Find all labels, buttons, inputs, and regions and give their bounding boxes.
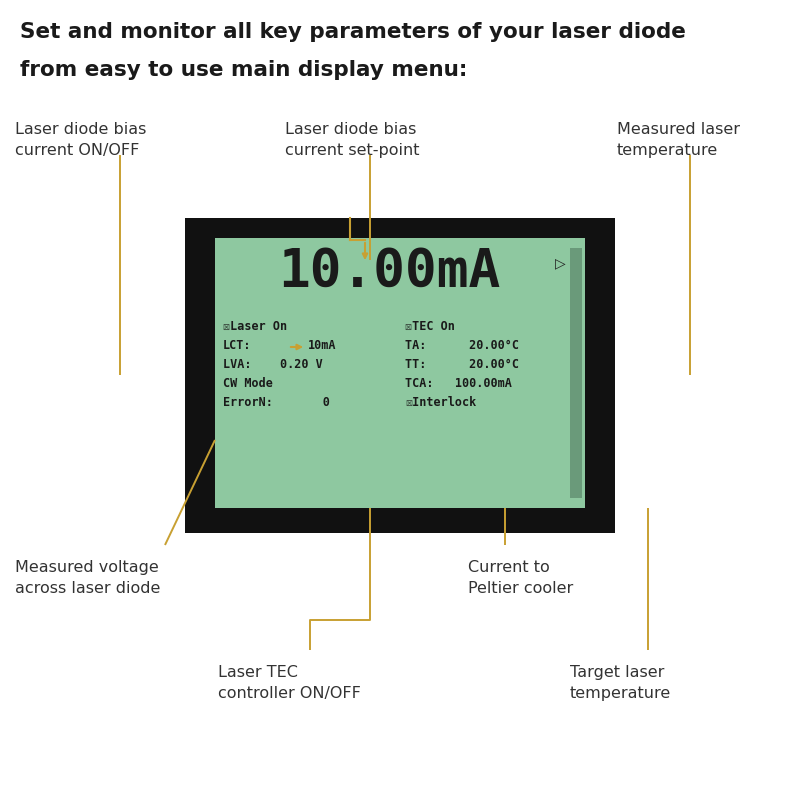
Text: Measured laser
temperature: Measured laser temperature xyxy=(617,122,740,158)
Bar xyxy=(570,248,582,498)
Text: ErrorN:       0: ErrorN: 0 xyxy=(223,396,330,409)
Text: 10.00mA: 10.00mA xyxy=(278,246,500,298)
Text: LVA:    0.20 V: LVA: 0.20 V xyxy=(223,358,322,371)
Text: Measured voltage
across laser diode: Measured voltage across laser diode xyxy=(15,560,160,596)
Text: ☒Interlock: ☒Interlock xyxy=(405,396,476,409)
Text: LCT:: LCT: xyxy=(223,339,251,352)
Text: CW Mode: CW Mode xyxy=(223,377,273,390)
Text: TCA:   100.00mA: TCA: 100.00mA xyxy=(405,377,512,390)
Text: TT:      20.00°C: TT: 20.00°C xyxy=(405,358,519,371)
Text: Set and monitor all key parameters of your laser diode: Set and monitor all key parameters of yo… xyxy=(20,22,686,42)
Text: Current to
Peltier cooler: Current to Peltier cooler xyxy=(468,560,574,596)
Text: Laser TEC
controller ON/OFF: Laser TEC controller ON/OFF xyxy=(218,665,361,701)
Text: ☒Laser On: ☒Laser On xyxy=(223,320,287,333)
Text: 10mA: 10mA xyxy=(308,339,337,352)
Bar xyxy=(215,238,585,508)
Text: Target laser
temperature: Target laser temperature xyxy=(570,665,671,701)
Text: ▷: ▷ xyxy=(554,256,566,270)
Text: ☒TEC On: ☒TEC On xyxy=(405,320,455,333)
Text: from easy to use main display menu:: from easy to use main display menu: xyxy=(20,60,467,80)
Text: Laser diode bias
current ON/OFF: Laser diode bias current ON/OFF xyxy=(15,122,146,158)
Text: Laser diode bias
current set-point: Laser diode bias current set-point xyxy=(285,122,419,158)
Bar xyxy=(185,218,615,533)
Text: TA:      20.00°C: TA: 20.00°C xyxy=(405,339,519,352)
